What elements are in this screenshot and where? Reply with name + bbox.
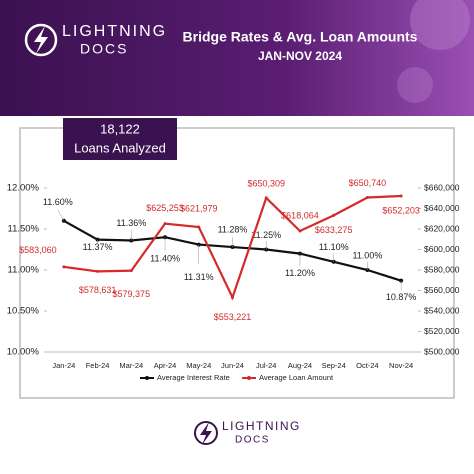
y2-tick-label: $520,000 — [424, 326, 460, 336]
data-label: $652,203 — [382, 205, 420, 215]
badge — [63, 118, 177, 160]
data-label: 11.36% — [116, 218, 146, 228]
y-tick-label: 11.50% — [7, 224, 39, 235]
data-label: 11.40% — [150, 254, 180, 264]
chart-subtitle: JAN-NOV 2024 — [258, 49, 342, 63]
x-tick-label: Sep-24 — [322, 361, 346, 370]
y2-tick-label: $660,000 — [424, 182, 460, 192]
x-tick-label: Oct-24 — [356, 361, 379, 370]
x-tick-label: Mar-24 — [119, 361, 143, 370]
footer-logo — [194, 421, 218, 445]
y-tick-label: 11.00% — [7, 265, 39, 276]
legend-swatch — [145, 376, 149, 380]
header-band — [0, 0, 474, 116]
badge-value: 18,122 — [100, 121, 140, 136]
point — [129, 269, 133, 273]
point — [197, 225, 201, 229]
point — [96, 269, 100, 273]
point — [332, 213, 336, 217]
x-tick-label: Aug-24 — [288, 361, 312, 370]
point — [62, 265, 66, 269]
brand: LIGHTNING — [62, 23, 167, 40]
decor — [397, 67, 433, 103]
data-label: 11.20% — [285, 268, 315, 278]
y2-tick-label: $600,000 — [424, 244, 460, 254]
footer-brand: LIGHTNING — [222, 419, 301, 433]
y2-tick-label: $560,000 — [424, 285, 460, 295]
data-label: 11.60% — [43, 197, 73, 207]
data-label: 10.87% — [386, 292, 417, 302]
y-tick-label: 12.00% — [7, 183, 40, 194]
x-tick-label: Jan-24 — [52, 361, 75, 370]
x-tick-label: May-24 — [186, 361, 211, 370]
footer-brand: DOCS — [235, 435, 270, 446]
badge-label: Loans Analyzed — [74, 140, 166, 155]
legend-label: Average Interest Rate — [157, 373, 230, 382]
data-label: $633,275 — [315, 225, 353, 235]
y2-tick-label: $540,000 — [424, 305, 460, 315]
data-label: $579,375 — [113, 289, 151, 299]
x-tick-label: Apr-24 — [154, 361, 177, 370]
point — [264, 196, 268, 200]
point — [399, 194, 403, 198]
data-label: 11.00% — [352, 250, 382, 260]
leader — [57, 209, 65, 221]
data-label: $650,740 — [349, 178, 387, 188]
y2-tick-label: $620,000 — [424, 223, 460, 233]
data-label: $618,064 — [281, 210, 319, 220]
data-label: $625,253 — [146, 203, 184, 213]
y2-tick-label: $640,000 — [424, 203, 460, 213]
data-label: $650,309 — [247, 178, 285, 188]
x-tick-label: Jun-24 — [221, 361, 244, 370]
data-label: 11.10% — [319, 242, 349, 252]
y2-tick-label: $500,000 — [424, 346, 460, 356]
data-label: 11.37% — [83, 242, 113, 252]
legend-swatch — [247, 376, 251, 380]
data-label: 11.25% — [251, 230, 281, 240]
data-label: 11.28% — [218, 224, 248, 234]
data-label: $553,221 — [214, 312, 252, 322]
legend-label: Average Loan Amount — [259, 373, 334, 382]
chart-title: Bridge Rates & Avg. Loan Amounts — [183, 29, 418, 45]
x-tick-label: Nov-24 — [389, 361, 413, 370]
logo — [24, 23, 58, 57]
point — [298, 229, 302, 233]
chart-card — [19, 127, 455, 399]
data-label: $621,979 — [180, 203, 218, 213]
y2-tick-label: $580,000 — [424, 264, 460, 274]
data-label: $578,631 — [79, 285, 117, 295]
y-tick-label: 10.00% — [7, 347, 40, 358]
point — [163, 222, 167, 226]
decor — [410, 0, 470, 50]
data-label: 11.31% — [184, 272, 214, 282]
x-tick-label: Jul-24 — [256, 361, 276, 370]
brand: DOCS — [80, 41, 128, 57]
y-tick-label: 10.50% — [7, 306, 40, 317]
point — [231, 295, 234, 299]
data-label: $583,060 — [19, 245, 57, 255]
point — [365, 195, 369, 199]
x-tick-label: Feb-24 — [86, 361, 110, 370]
